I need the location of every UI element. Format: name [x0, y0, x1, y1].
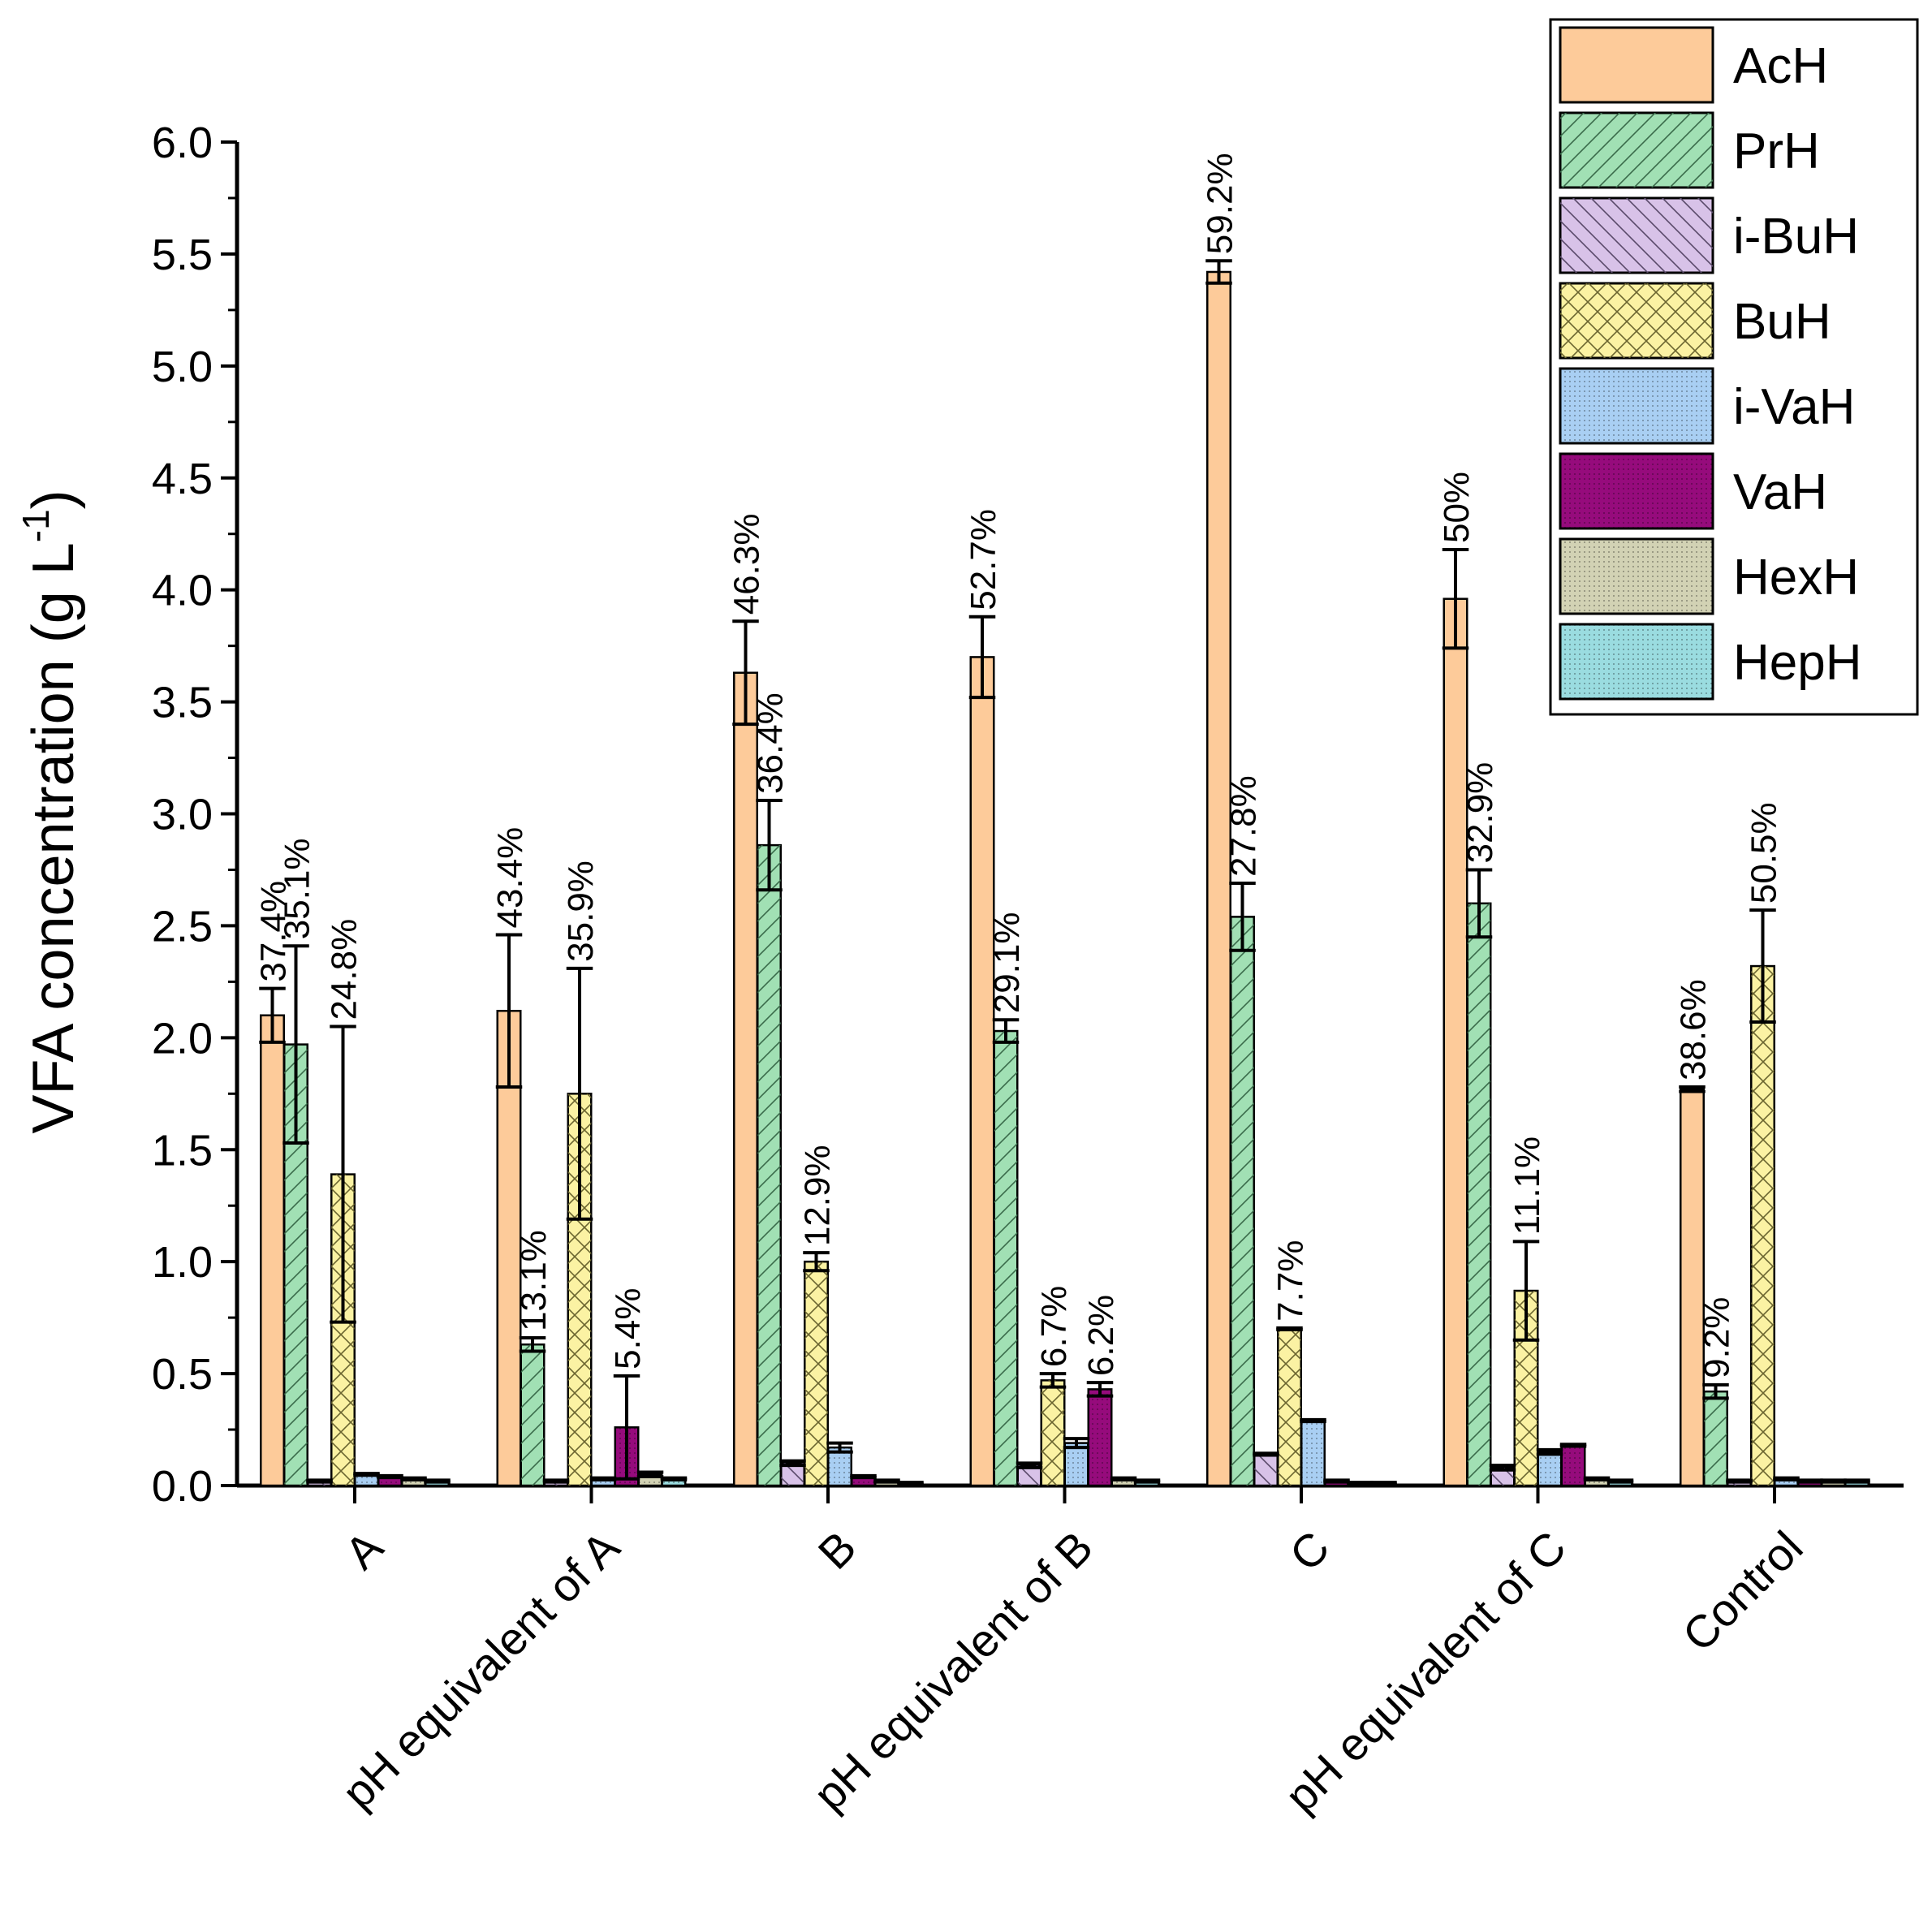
- legend-label: i-VaH: [1733, 379, 1855, 435]
- data-label: 52.7%: [964, 509, 1003, 610]
- y-axis-ticks: 0.0 0.5 1.0 1.5 2.0 2.5 3.0 3.5 4.0 4.5 5.0 5.5 6.0: [152, 119, 237, 1511]
- legend: AcH PrH i-BuH BuH i-VaH VaH HexH HepH: [1549, 18, 1919, 716]
- y-tick-label: 2.5: [152, 902, 213, 951]
- bar-pattern: [1537, 1451, 1562, 1486]
- y-tick-label: 3.0: [152, 791, 213, 839]
- bar: [1206, 270, 1231, 1487]
- bar-pattern: [1254, 1454, 1278, 1486]
- legend-swatch-pattern: [1560, 369, 1713, 443]
- bar-pattern: [1088, 1389, 1112, 1486]
- y-tick-label: 1.5: [152, 1126, 213, 1175]
- bar: [1443, 597, 1468, 1487]
- bar-series: [260, 270, 1869, 1487]
- legend-swatch-pattern: [1560, 624, 1713, 699]
- bar-pattern: [1064, 1443, 1089, 1486]
- legend-label: VaH: [1733, 464, 1827, 520]
- bar-pattern: [520, 1344, 545, 1486]
- data-label: 7.7%: [1271, 1240, 1311, 1322]
- bar-pattern: [1490, 1467, 1515, 1486]
- data-label: 24.8%: [325, 919, 364, 1020]
- bar-pattern: [804, 1262, 828, 1486]
- bar-pattern: [1301, 1421, 1325, 1486]
- data-label: 6.2%: [1081, 1295, 1121, 1376]
- bar-pattern: [591, 1478, 615, 1486]
- data-label: 50.5%: [1744, 802, 1784, 904]
- data-label: 38.6%: [1674, 979, 1714, 1080]
- legend-swatch-pattern: [1560, 283, 1713, 358]
- data-labels: 37.4%35.1%24.8% 43.4% 13.1% 35.9% 5.4% 46.3% 3…: [254, 153, 1784, 1378]
- data-label: 36.4%: [751, 692, 791, 794]
- error-bars: [259, 259, 1870, 1486]
- bar-pattern: [1041, 1380, 1065, 1486]
- legend-swatch-pattern: [1560, 113, 1713, 188]
- category-label: B: [809, 1521, 866, 1579]
- category-label: C: [1279, 1521, 1339, 1581]
- y-tick-label: 2.0: [152, 1014, 213, 1063]
- data-label: 35.9%: [561, 860, 601, 962]
- bar-pattern: [1561, 1445, 1585, 1486]
- bar-pattern: [852, 1476, 875, 1486]
- bar-pattern: [1751, 966, 1775, 1486]
- bar-pattern: [1111, 1478, 1136, 1486]
- data-label: 5.4%: [608, 1288, 648, 1369]
- bar-pattern: [1775, 1478, 1798, 1486]
- y-tick-label: 0.0: [152, 1462, 213, 1511]
- y-tick-label: 5.0: [152, 343, 213, 391]
- bar-pattern: [1704, 1391, 1727, 1486]
- y-tick-label: 1.0: [152, 1238, 213, 1287]
- y-tick-label: 3.5: [152, 679, 213, 727]
- data-label: 12.9%: [798, 1145, 838, 1246]
- bar: [496, 1009, 522, 1487]
- legend-label: PrH: [1733, 123, 1820, 179]
- data-label: 29.1%: [987, 912, 1027, 1014]
- legend-swatch-pattern: [1560, 454, 1713, 528]
- data-label: 35.1%: [278, 838, 317, 939]
- y-axis-title: VFA concentration (g L-1): [15, 490, 86, 1133]
- data-label: 11.1%: [1507, 1136, 1547, 1236]
- x-axis-ticks: [353, 1486, 1776, 1503]
- bar-pattern: [1231, 917, 1254, 1486]
- data-label: 37.4%: [254, 881, 294, 982]
- y-tick-label: 5.5: [152, 231, 213, 279]
- category-label: Control: [1672, 1521, 1812, 1661]
- bar-pattern: [757, 845, 781, 1486]
- legend-label: HexH: [1733, 550, 1859, 606]
- data-label: 32.9%: [1460, 762, 1500, 864]
- bar: [969, 656, 995, 1487]
- legend-swatch: [1559, 26, 1714, 104]
- category-labels: ApH equivalent of A BpH equivalent of B Cp…: [332, 1520, 1812, 1822]
- legend-swatch-pattern: [1560, 539, 1713, 614]
- data-label: 6.7%: [1034, 1286, 1074, 1367]
- data-label: 13.1%: [514, 1230, 554, 1331]
- bar-pattern: [1278, 1328, 1301, 1486]
- bar: [260, 1014, 285, 1487]
- data-label: 43.4%: [490, 827, 530, 929]
- legend-label: AcH: [1733, 38, 1828, 94]
- bar-pattern: [828, 1447, 852, 1486]
- bar-pattern: [355, 1474, 378, 1486]
- legend-label: BuH: [1733, 294, 1831, 350]
- category-label: A: [335, 1520, 393, 1578]
- y-tick-label: 6.0: [152, 119, 213, 167]
- bar: [1680, 1088, 1705, 1487]
- legend-swatch-pattern: [1560, 198, 1713, 273]
- bar-pattern: [402, 1478, 425, 1486]
- data-label: 9.2%: [1697, 1297, 1737, 1378]
- y-tick-label: 4.5: [152, 455, 213, 503]
- bar-pattern: [1585, 1478, 1609, 1486]
- data-label: 27.8%: [1224, 775, 1264, 877]
- legend-label: HepH: [1733, 635, 1862, 691]
- legend-label: i-BuH: [1733, 209, 1859, 265]
- data-label: 59.2%: [1201, 153, 1240, 254]
- y-tick-label: 0.5: [152, 1350, 213, 1399]
- bar-pattern: [994, 1031, 1018, 1486]
- bar-pattern: [378, 1476, 402, 1486]
- bar-pattern: [662, 1478, 686, 1486]
- data-label: 46.3%: [727, 514, 767, 615]
- y-tick-label: 4.0: [152, 567, 213, 615]
- bar-pattern: [1467, 903, 1491, 1486]
- data-label: 50%: [1437, 472, 1477, 543]
